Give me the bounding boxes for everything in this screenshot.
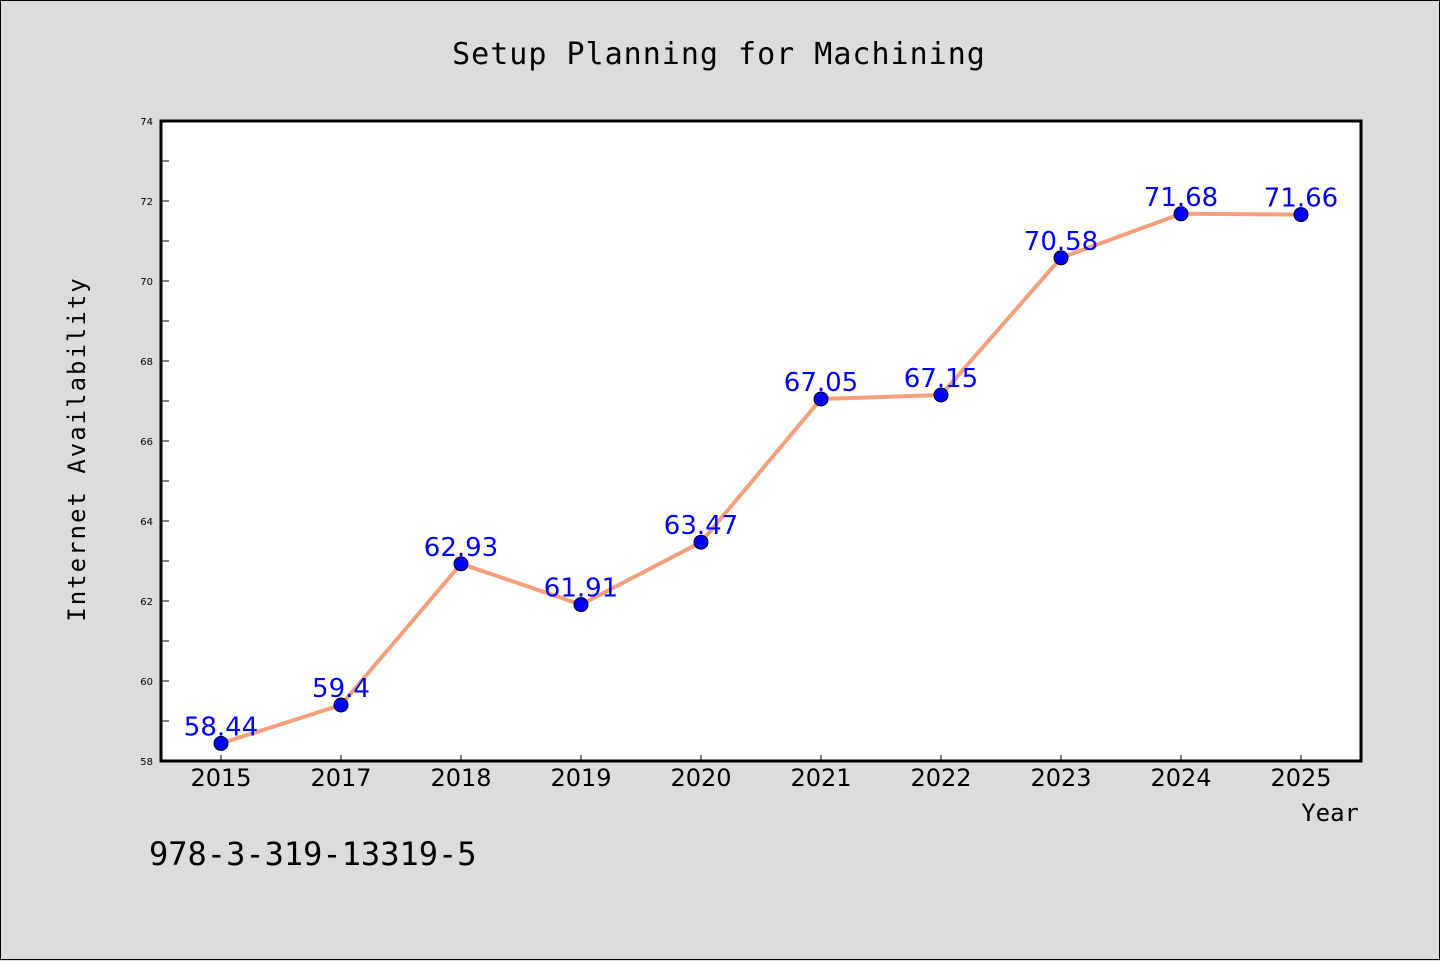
isbn-annotation: 978-3-319-13319-5	[149, 835, 477, 873]
x-axis-label: Year	[1301, 799, 1359, 827]
y-tick-label: 66	[140, 437, 153, 448]
data-point	[933, 387, 949, 403]
data-point	[1053, 250, 1069, 266]
x-tick-label: 2025	[1270, 764, 1331, 792]
x-tick-label: 2018	[430, 764, 491, 792]
y-tick-label: 64	[140, 517, 153, 528]
x-axis: 2015 2017 2018 2019 2020 2021 2022 2023 2024 2025	[190, 755, 1332, 792]
plot-area	[159, 119, 1363, 763]
x-tick-label: 2023	[1030, 764, 1091, 792]
x-tick-label: 2021	[790, 764, 851, 792]
data-label: 58.44	[184, 712, 258, 742]
series-line	[220, 211, 1302, 746]
data-point	[813, 391, 829, 407]
series-group: 58.44 59.4 62.93 61.91 63.47 67.05 67.15 70.58 7…	[184, 183, 1338, 751]
data-point	[333, 697, 349, 713]
y-tick-label: 60	[140, 677, 153, 688]
x-tick-label: 2015	[190, 764, 251, 792]
data-point	[693, 534, 709, 550]
data-label: 70.58	[1024, 227, 1098, 257]
x-tick-label: 2022	[910, 764, 971, 792]
data-point	[453, 556, 469, 572]
y-tick-label: 68	[140, 357, 153, 368]
data-label: 67.15	[904, 364, 978, 394]
chart-title: Setup Planning for Machining	[452, 37, 986, 72]
y-tick-label: 70	[140, 277, 153, 288]
y-tick-label: 62	[140, 597, 153, 608]
data-point	[573, 597, 589, 613]
x-tick-label: 2020	[670, 764, 731, 792]
y-tick-label: 58	[140, 757, 153, 768]
y-axis: 58 60 62 64 66 68 70 72 74	[140, 117, 169, 768]
y-axis-label: Internet Availability	[63, 276, 91, 621]
data-point	[1173, 206, 1189, 222]
x-tick-label: 2017	[310, 764, 371, 792]
x-tick-label: 2024	[1150, 764, 1211, 792]
data-point	[1293, 207, 1309, 223]
data-label: 71.66	[1264, 184, 1338, 214]
y-tick-label: 74	[140, 117, 153, 128]
y-tick-label: 72	[140, 197, 153, 208]
data-label: 67.05	[784, 368, 858, 398]
data-label: 63.47	[664, 511, 738, 541]
data-label: 59.4	[312, 674, 370, 704]
x-tick-label: 2019	[550, 764, 611, 792]
data-label: 62.93	[424, 533, 498, 563]
data-point	[213, 735, 229, 751]
data-label: 61.91	[544, 574, 618, 604]
data-label: 71.68	[1144, 183, 1218, 213]
